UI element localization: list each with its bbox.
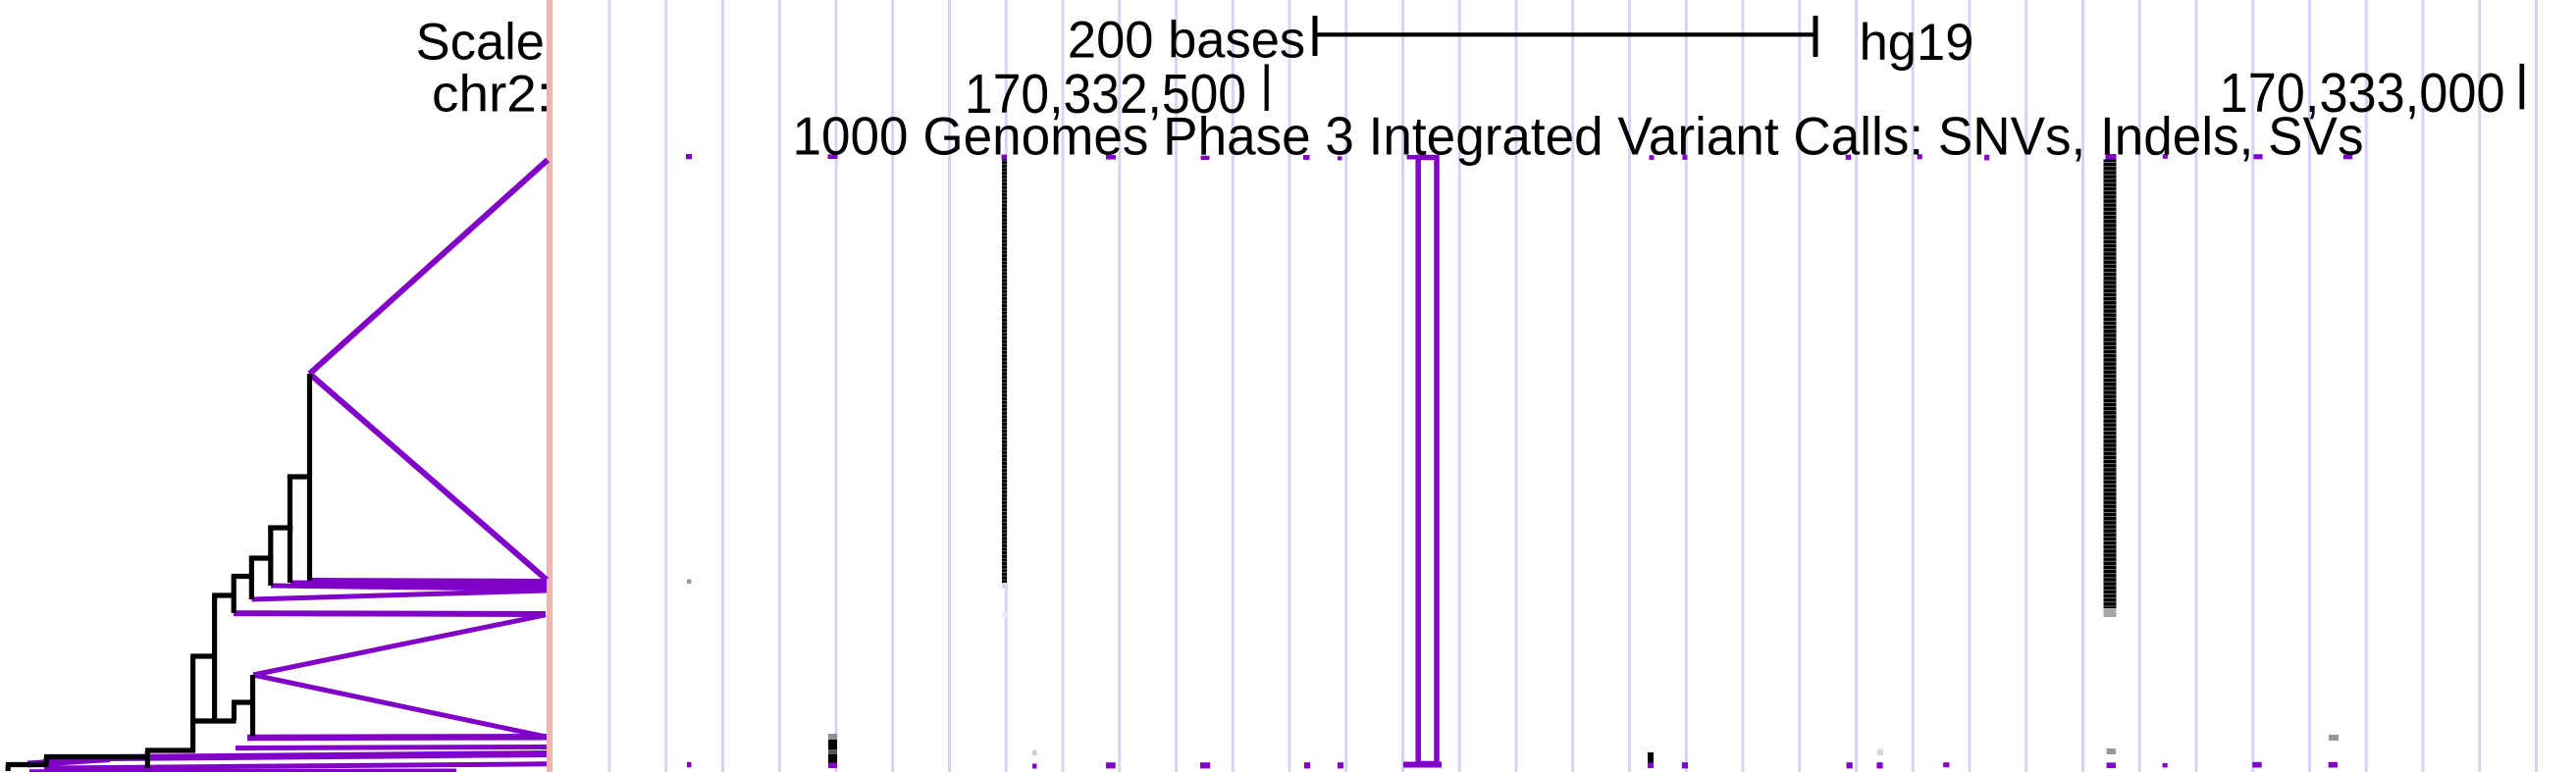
svg-text:1000 Genomes Phase 3 Integrate: 1000 Genomes Phase 3 Integrated Variant … [793,106,2364,167]
svg-text:Scale: Scale [416,14,545,72]
svg-text:chr2:: chr2: [432,66,552,124]
svg-text:170,332,500: 170,332,500 [965,63,1246,126]
svg-text:170,333,000: 170,333,000 [2220,62,2505,125]
svg-text:hg19: hg19 [1860,14,1974,72]
svg-text:200 bases: 200 bases [1068,11,1305,69]
